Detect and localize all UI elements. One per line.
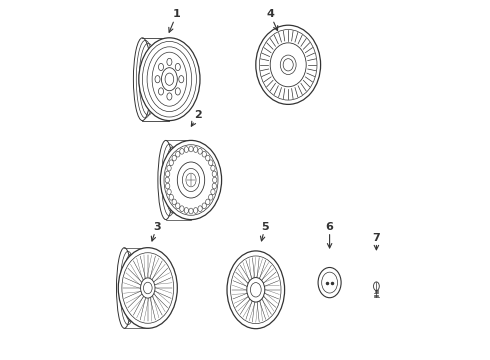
Ellipse shape: [167, 58, 172, 66]
Text: 4: 4: [266, 9, 278, 31]
Ellipse shape: [179, 76, 184, 83]
Ellipse shape: [139, 38, 200, 121]
Ellipse shape: [162, 68, 177, 91]
Ellipse shape: [175, 88, 180, 95]
Ellipse shape: [117, 248, 132, 328]
Ellipse shape: [256, 25, 320, 104]
Ellipse shape: [280, 55, 296, 75]
Ellipse shape: [141, 278, 155, 298]
Ellipse shape: [247, 278, 265, 302]
Text: 6: 6: [326, 222, 334, 248]
Ellipse shape: [118, 248, 177, 328]
Ellipse shape: [158, 63, 164, 71]
Text: 1: 1: [169, 9, 180, 32]
Ellipse shape: [270, 43, 306, 87]
Ellipse shape: [160, 140, 221, 220]
Ellipse shape: [155, 76, 160, 83]
Ellipse shape: [227, 251, 285, 329]
Text: 3: 3: [151, 222, 161, 241]
Text: 2: 2: [191, 110, 202, 126]
Ellipse shape: [133, 38, 151, 121]
Ellipse shape: [167, 93, 172, 100]
Ellipse shape: [373, 282, 379, 291]
Ellipse shape: [158, 140, 174, 220]
Ellipse shape: [318, 267, 341, 298]
Text: 7: 7: [372, 233, 380, 250]
Ellipse shape: [158, 88, 164, 95]
Ellipse shape: [177, 162, 205, 198]
Text: 5: 5: [261, 222, 269, 241]
Ellipse shape: [175, 63, 180, 71]
